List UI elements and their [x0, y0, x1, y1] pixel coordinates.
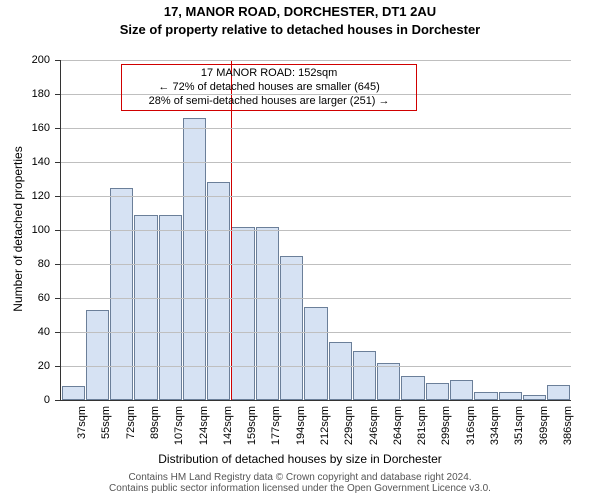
histogram-bar [401, 376, 424, 400]
x-tick-label: 37sqm [76, 406, 88, 466]
x-tick-label: 299sqm [440, 406, 452, 466]
histogram-bar [353, 351, 376, 400]
x-tick-label: 229sqm [343, 406, 355, 466]
x-tick-label: 159sqm [246, 406, 258, 466]
y-tick-label: 80 [0, 258, 50, 270]
x-tick-label: 369sqm [538, 406, 550, 466]
y-tick-mark [55, 94, 60, 95]
y-tick-mark [55, 60, 60, 61]
y-tick-label: 180 [0, 88, 50, 100]
x-tick-label: 107sqm [173, 406, 185, 466]
histogram-bar [159, 215, 182, 400]
histogram-bar [231, 227, 254, 400]
y-tick-mark [55, 128, 60, 129]
histogram-bar [450, 380, 473, 400]
x-tick-label: 316sqm [465, 406, 477, 466]
x-tick-label: 281sqm [416, 406, 428, 466]
x-tick-label: 264sqm [392, 406, 404, 466]
histogram-bar [426, 383, 449, 400]
chart-title-line1: 17, MANOR ROAD, DORCHESTER, DT1 2AU [0, 4, 600, 19]
annotation-box: 17 MANOR ROAD: 152sqm ← 72% of detached … [121, 64, 417, 111]
histogram-bar [256, 227, 279, 400]
grid-line [61, 332, 571, 333]
x-tick-label: 72sqm [125, 406, 137, 466]
histogram-bar [304, 307, 327, 401]
footer-line1: Contains HM Land Registry data © Crown c… [0, 472, 600, 483]
y-tick-label: 40 [0, 326, 50, 338]
x-tick-label: 177sqm [270, 406, 282, 466]
y-tick-label: 200 [0, 54, 50, 66]
histogram-bar [499, 392, 522, 401]
y-tick-mark [55, 264, 60, 265]
y-tick-mark [55, 230, 60, 231]
grid-line [61, 128, 571, 129]
y-tick-mark [55, 196, 60, 197]
annotation-line3: 28% of semi-detached houses are larger (… [126, 95, 412, 109]
annotation-line2: ← 72% of detached houses are smaller (64… [126, 81, 412, 95]
y-tick-label: 0 [0, 394, 50, 406]
y-tick-label: 100 [0, 224, 50, 236]
grid-line [61, 264, 571, 265]
y-tick-label: 20 [0, 360, 50, 372]
grid-line [61, 366, 571, 367]
grid-line [61, 298, 571, 299]
y-tick-label: 60 [0, 292, 50, 304]
histogram-bar [62, 386, 85, 400]
histogram-bar [280, 256, 303, 401]
chart-root: 17, MANOR ROAD, DORCHESTER, DT1 2AU Size… [0, 0, 600, 500]
footer-line2: Contains public sector information licen… [0, 483, 600, 494]
x-tick-label: 334sqm [489, 406, 501, 466]
y-tick-label: 120 [0, 190, 50, 202]
x-tick-label: 55sqm [100, 406, 112, 466]
x-tick-label: 386sqm [562, 406, 574, 466]
x-tick-label: 194sqm [295, 406, 307, 466]
footer: Contains HM Land Registry data © Crown c… [0, 472, 600, 494]
y-tick-mark [55, 162, 60, 163]
y-tick-label: 140 [0, 156, 50, 168]
y-tick-mark [55, 400, 60, 401]
x-tick-label: 124sqm [198, 406, 210, 466]
histogram-bar [377, 363, 400, 400]
annotation-line1: 17 MANOR ROAD: 152sqm [126, 67, 412, 81]
histogram-bar [183, 118, 206, 400]
histogram-bar [474, 392, 497, 401]
grid-line [61, 162, 571, 163]
y-tick-label: 160 [0, 122, 50, 134]
histogram-bar [207, 182, 230, 400]
y-tick-mark [55, 332, 60, 333]
x-tick-label: 89sqm [149, 406, 161, 466]
x-tick-label: 212sqm [319, 406, 331, 466]
x-tick-label: 246sqm [368, 406, 380, 466]
histogram-bar [523, 395, 546, 400]
grid-line [61, 196, 571, 197]
histogram-bar [86, 310, 109, 400]
histogram-bar [110, 188, 133, 401]
x-tick-label: 142sqm [222, 406, 234, 466]
histogram-bar [547, 385, 570, 400]
histogram-bar [329, 342, 352, 400]
y-tick-mark [55, 298, 60, 299]
grid-line [61, 230, 571, 231]
grid-line [61, 60, 571, 61]
y-tick-mark [55, 366, 60, 367]
chart-title-line2: Size of property relative to detached ho… [0, 22, 600, 37]
histogram-bar [134, 215, 157, 400]
x-tick-label: 351sqm [513, 406, 525, 466]
